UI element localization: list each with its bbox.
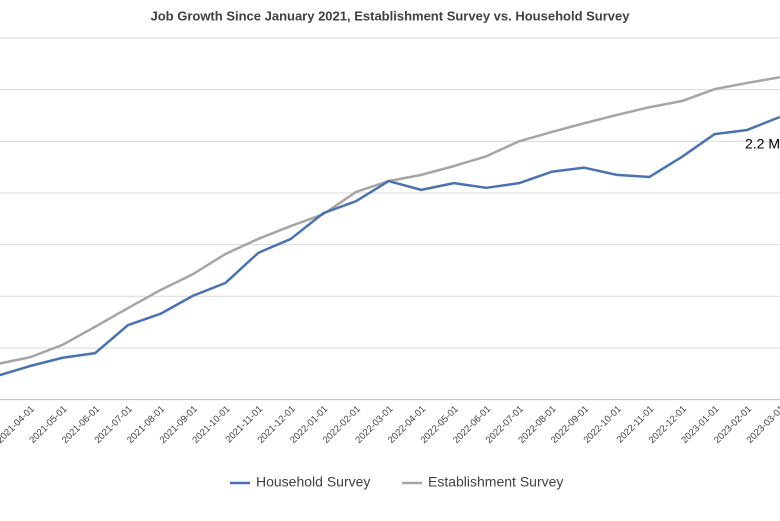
lines: 2021-04-012021-05-012021-06-012021-07-01… bbox=[0, 76, 780, 490]
annotation: 2.2 M bbox=[745, 136, 780, 152]
series-line bbox=[0, 115, 780, 377]
series-line bbox=[0, 76, 780, 365]
chart-title: Job Growth Since January 2021, Establish… bbox=[150, 8, 630, 23]
legend-label: Establishment Survey bbox=[428, 474, 563, 490]
legend-label: Household Survey bbox=[256, 474, 370, 490]
